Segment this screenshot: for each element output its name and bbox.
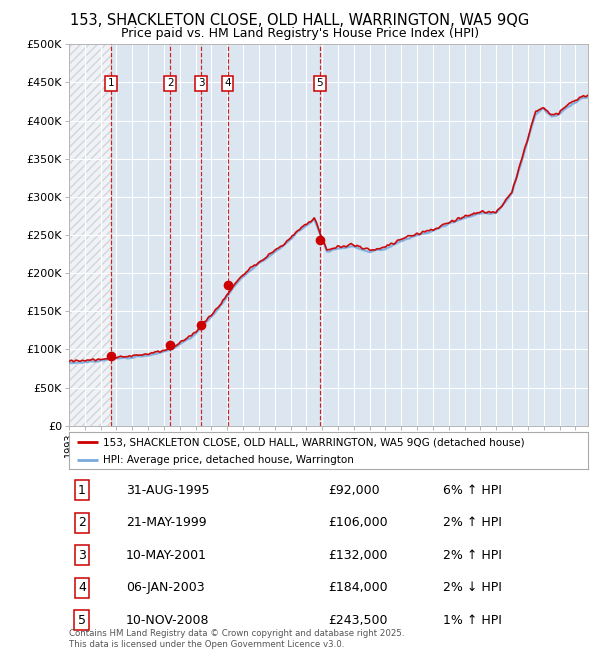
Bar — [69, 44, 111, 426]
Text: Price paid vs. HM Land Registry's House Price Index (HPI): Price paid vs. HM Land Registry's House … — [121, 27, 479, 40]
Text: 5: 5 — [317, 78, 323, 88]
Text: £92,000: £92,000 — [329, 484, 380, 497]
Text: £132,000: £132,000 — [329, 549, 388, 562]
Text: 153, SHACKLETON CLOSE, OLD HALL, WARRINGTON, WA5 9QG (detached house): 153, SHACKLETON CLOSE, OLD HALL, WARRING… — [103, 437, 524, 447]
Text: Contains HM Land Registry data © Crown copyright and database right 2025.
This d: Contains HM Land Registry data © Crown c… — [69, 629, 404, 649]
Text: 10-MAY-2001: 10-MAY-2001 — [126, 549, 207, 562]
Text: 5: 5 — [78, 614, 86, 627]
Text: 21-MAY-1999: 21-MAY-1999 — [126, 516, 207, 529]
Text: 4: 4 — [224, 78, 231, 88]
Text: 10-NOV-2008: 10-NOV-2008 — [126, 614, 209, 627]
Text: 1% ↑ HPI: 1% ↑ HPI — [443, 614, 502, 627]
Text: 2% ↑ HPI: 2% ↑ HPI — [443, 516, 502, 529]
Text: 1: 1 — [108, 78, 115, 88]
Text: HPI: Average price, detached house, Warrington: HPI: Average price, detached house, Warr… — [103, 455, 353, 465]
Text: 4: 4 — [78, 581, 86, 594]
Text: 2% ↑ HPI: 2% ↑ HPI — [443, 549, 502, 562]
Text: 3: 3 — [78, 549, 86, 562]
Text: £184,000: £184,000 — [329, 581, 388, 594]
Text: 2: 2 — [78, 516, 86, 529]
Text: 06-JAN-2003: 06-JAN-2003 — [126, 581, 205, 594]
Text: 31-AUG-1995: 31-AUG-1995 — [126, 484, 209, 497]
Text: 2: 2 — [167, 78, 173, 88]
Text: 3: 3 — [198, 78, 205, 88]
Text: 6% ↑ HPI: 6% ↑ HPI — [443, 484, 502, 497]
Text: £243,500: £243,500 — [329, 614, 388, 627]
Text: £106,000: £106,000 — [329, 516, 388, 529]
Text: 2% ↓ HPI: 2% ↓ HPI — [443, 581, 502, 594]
Text: 153, SHACKLETON CLOSE, OLD HALL, WARRINGTON, WA5 9QG: 153, SHACKLETON CLOSE, OLD HALL, WARRING… — [70, 13, 530, 28]
Text: 1: 1 — [78, 484, 86, 497]
